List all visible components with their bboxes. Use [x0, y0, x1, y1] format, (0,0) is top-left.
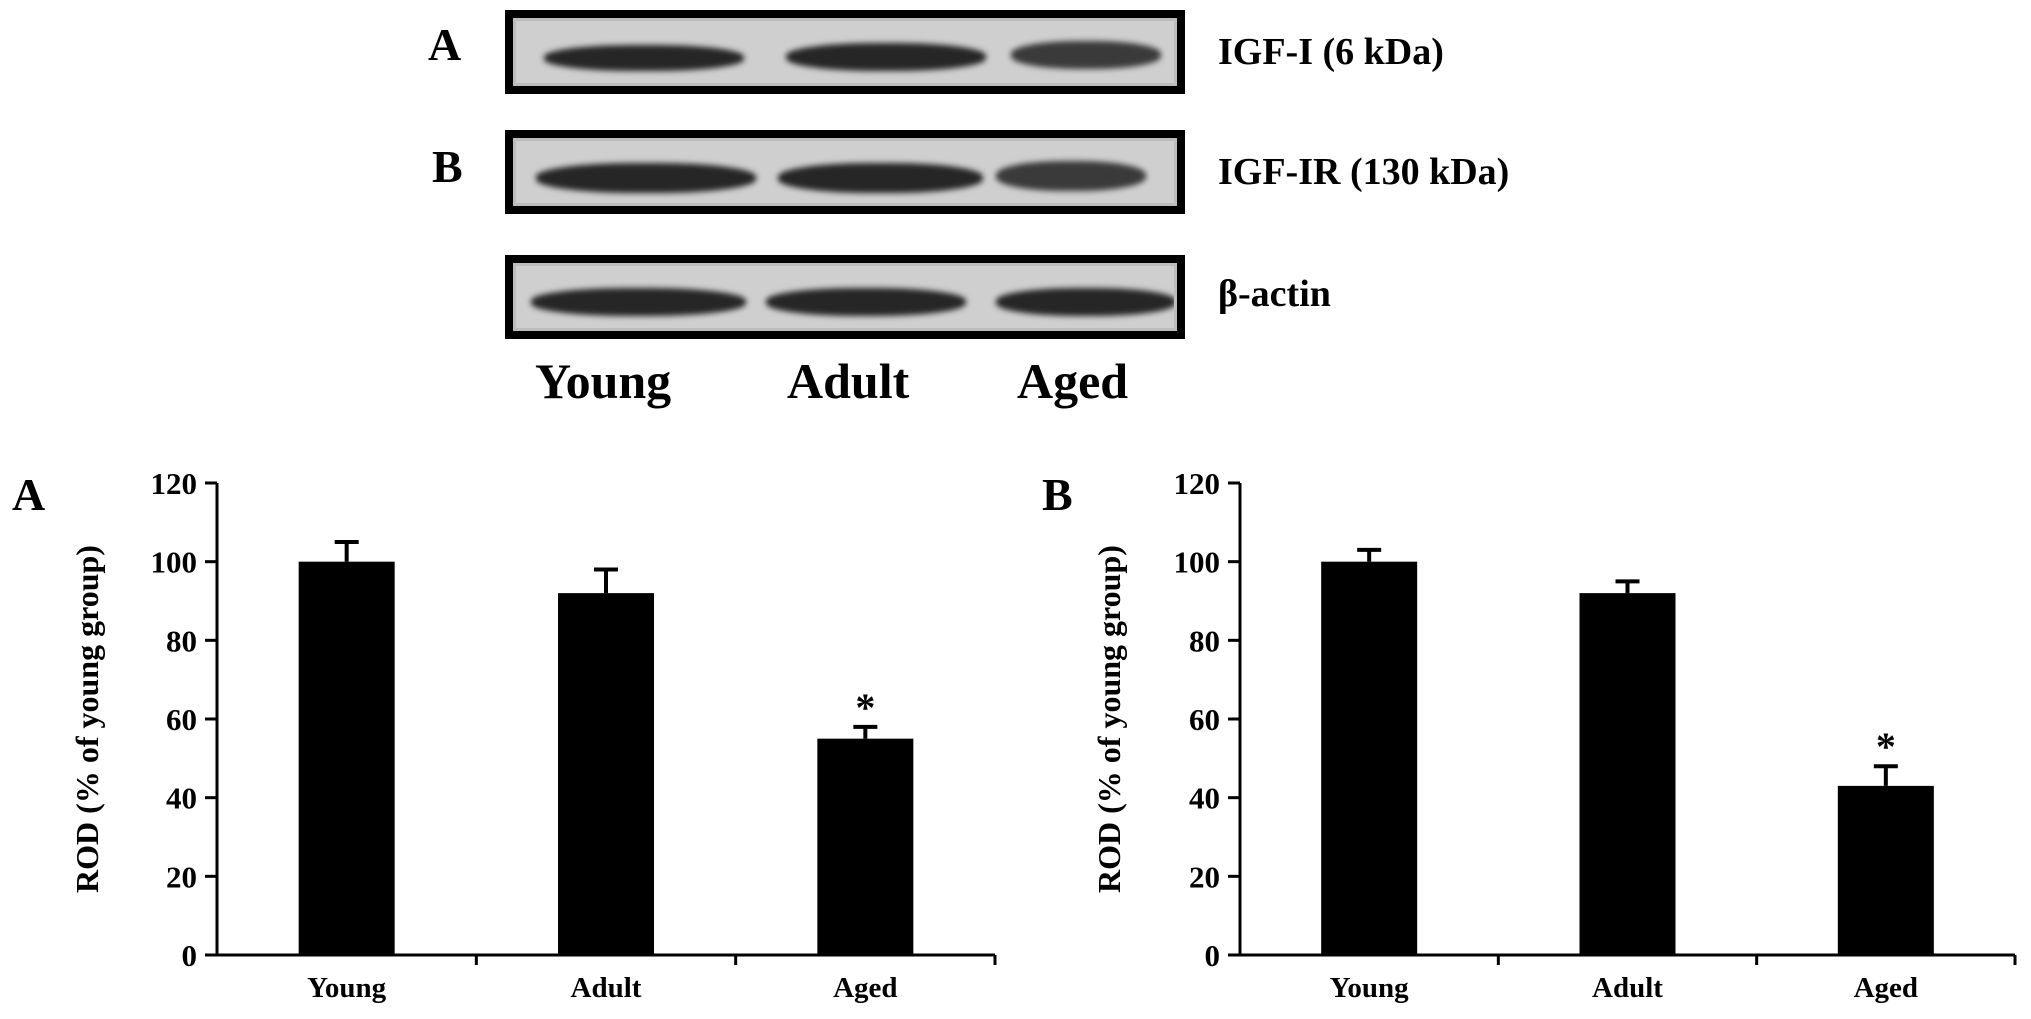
- y-tick-label: 20: [1189, 859, 1220, 894]
- band-aged: [996, 161, 1146, 191]
- band-aged: [1011, 41, 1161, 69]
- y-axis-label: ROD (% of young group): [1091, 545, 1127, 893]
- protein-label-igf-ir: IGF-IR (130 kDa): [1218, 151, 1510, 193]
- bar-adult: [1579, 593, 1676, 955]
- bar-young: [1321, 561, 1418, 955]
- blot-strip-igf-i: [505, 10, 1185, 94]
- band-adult: [766, 288, 966, 316]
- bar-aged: [817, 738, 914, 955]
- y-tick-label: 60: [166, 702, 197, 737]
- blot-strip-beta-actin: [505, 255, 1185, 339]
- x-tick-label: Adult: [1592, 972, 1663, 1004]
- lane-label-aged: Aged: [1017, 353, 1129, 409]
- protein-label-igf-i: IGF-I (6 kDa): [1218, 31, 1444, 73]
- bar-adult: [558, 593, 654, 955]
- bar-aged: [1837, 785, 1934, 955]
- lane-label-young: Young: [535, 353, 672, 409]
- chart-panel-label: A: [12, 469, 45, 520]
- y-tick-label: 20: [166, 859, 197, 894]
- x-tick-label: Aged: [833, 972, 897, 1004]
- x-tick-label: Young: [1330, 972, 1409, 1004]
- band-adult: [786, 43, 986, 71]
- chart-panel-label: B: [1042, 469, 1073, 520]
- y-tick-label: 0: [1205, 938, 1221, 973]
- blot-panel-label-a: A: [428, 19, 462, 70]
- lane-label-adult: Adult: [787, 353, 910, 409]
- y-tick-label: 60: [1189, 702, 1220, 737]
- protein-label-beta-actin: β-actin: [1218, 273, 1331, 315]
- x-tick-label: Aged: [1854, 972, 1918, 1004]
- bar-young: [298, 561, 395, 955]
- band-aged: [996, 288, 1174, 316]
- y-tick-label: 80: [166, 623, 197, 658]
- x-tick-label: Adult: [571, 972, 642, 1004]
- blot-strip-igf-ir: [505, 130, 1185, 214]
- y-tick-label: 100: [151, 545, 198, 580]
- y-tick-label: 0: [182, 938, 198, 973]
- y-tick-label: 100: [1174, 545, 1221, 580]
- band-young: [536, 163, 756, 193]
- y-axis-label: ROD (% of young group): [69, 545, 105, 893]
- band-young: [531, 288, 746, 316]
- significance-marker: *: [1876, 724, 1896, 769]
- blot-panel-label-b: B: [432, 141, 463, 192]
- chart-panel-b: B ROD (% of young group) 0 20 40 60 80 100 120 Yo…: [1042, 466, 2017, 1004]
- y-tick-label: 120: [1174, 466, 1221, 501]
- y-tick-label: 40: [1189, 781, 1220, 816]
- band-adult: [778, 163, 983, 193]
- y-tick-label: 40: [166, 781, 197, 816]
- y-tick-label: 80: [1189, 623, 1220, 658]
- y-tick-label: 120: [151, 466, 198, 501]
- band-young: [544, 45, 744, 71]
- x-tick-label: Young: [307, 972, 386, 1004]
- chart-panel-a: A ROD (% of young group) 0 20 40 60 80 100 120 Yo…: [12, 466, 997, 1004]
- significance-marker: *: [855, 685, 875, 730]
